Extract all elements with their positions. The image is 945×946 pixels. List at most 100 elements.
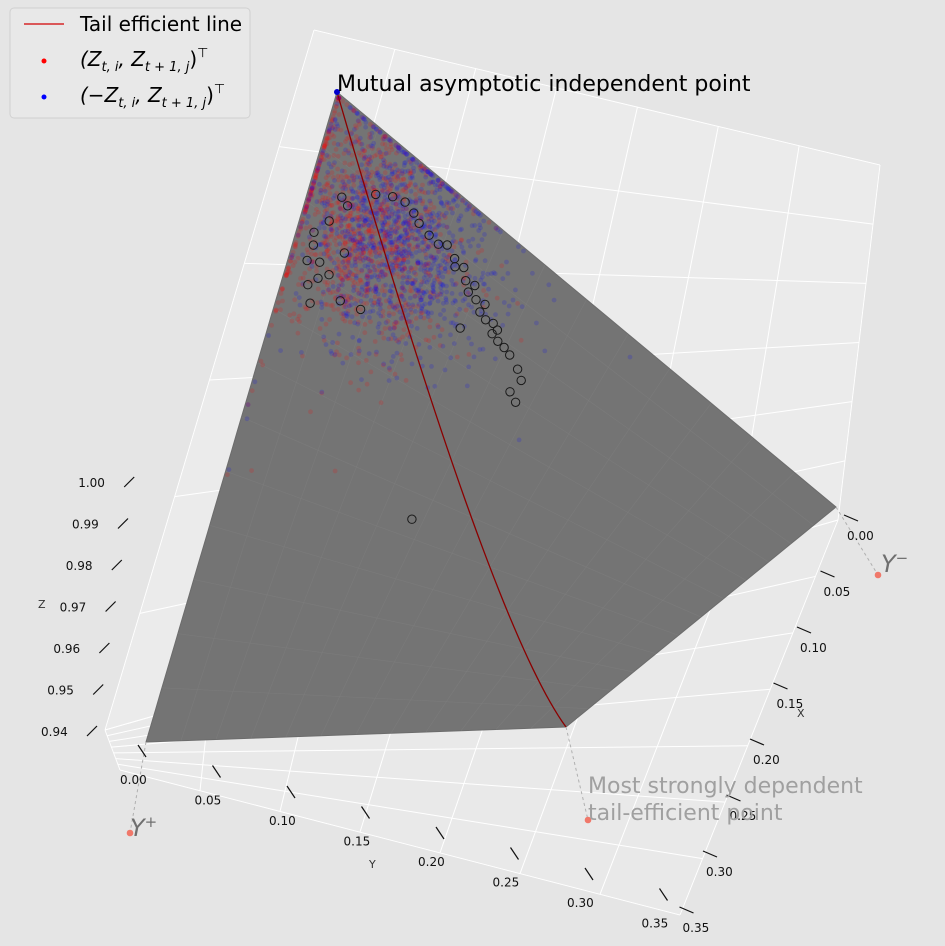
scatter-point: [367, 268, 373, 274]
z-tick: [98, 642, 110, 654]
scatter-point: [343, 186, 348, 192]
scatter-point: [364, 169, 369, 175]
scatter-point: [388, 144, 394, 150]
scatter-point: [399, 266, 405, 272]
scatter-point: [346, 202, 352, 207]
scatter-point: [390, 303, 395, 308]
scatter-point: [330, 126, 335, 132]
scatter-point: [442, 259, 448, 265]
scatter-point: [437, 279, 442, 285]
scatter-point: [466, 364, 472, 370]
scatter-point: [360, 189, 366, 195]
scatter-point: [400, 284, 406, 290]
scatter-point: [439, 327, 445, 333]
scatter-point: [420, 182, 425, 188]
scatter-point: [389, 177, 394, 183]
scatter-point: [348, 248, 354, 253]
x-tick: [796, 626, 812, 634]
scatter-point: [438, 281, 443, 286]
scatter-point: [318, 155, 324, 161]
scatter-point: [363, 218, 369, 224]
scatter-point: [323, 140, 328, 146]
scatter-point: [396, 168, 402, 174]
scatter-point: [344, 314, 350, 319]
scatter-point: [343, 274, 349, 279]
scatter-point: [389, 250, 395, 256]
scatter-point: [504, 259, 509, 265]
scatter-point: [273, 308, 279, 313]
scatter-point: [373, 284, 379, 290]
x-tick-label: 0.35: [683, 921, 710, 935]
x-tick-label: 0.15: [777, 697, 804, 711]
scatter-point: [356, 351, 362, 356]
scatter-point: [389, 183, 395, 188]
scatter-point: [354, 305, 360, 311]
scatter-point: [410, 281, 416, 287]
scatter-point: [384, 233, 390, 239]
surface-meshline: [530, 472, 795, 729]
scatter-point: [280, 298, 285, 304]
scatter-point: [377, 175, 382, 181]
scatter-point: [423, 167, 428, 173]
scatter-point: [358, 298, 364, 304]
scatter-point: [444, 283, 449, 289]
scatter-point: [450, 300, 456, 306]
scatter-point: [368, 239, 373, 245]
scatter-point: [434, 255, 439, 260]
scatter-point: [302, 209, 308, 215]
scatter-point: [378, 162, 384, 168]
scatter-point: [415, 228, 421, 234]
scatter-point: [322, 142, 328, 148]
scatter-point: [412, 279, 418, 285]
scatter-point: [352, 126, 357, 132]
scatter-point: [420, 201, 425, 207]
scatter-point: [395, 257, 401, 263]
scatter-point: [395, 191, 401, 197]
circled-point: [475, 307, 485, 317]
z-tick: [92, 684, 104, 695]
scatter-point: [451, 244, 457, 250]
scatter-point: [384, 146, 389, 152]
scatter-point: [358, 277, 363, 283]
scatter-point: [379, 262, 385, 267]
scatter-point: [225, 472, 230, 478]
scatter-point: [345, 311, 351, 317]
scatter-point: [409, 280, 415, 286]
scatter-point: [352, 228, 357, 234]
scatter-point: [478, 277, 484, 283]
scatter-point: [518, 337, 524, 343]
scatter-point: [322, 142, 328, 148]
gridline-floor: [119, 769, 681, 916]
scatter-point: [291, 311, 297, 317]
scatter-point: [353, 248, 358, 254]
scatter-point: [324, 153, 330, 158]
scatter-point: [348, 295, 354, 301]
scatter-point: [335, 249, 341, 255]
scatter-point: [372, 286, 378, 292]
scatter-point: [394, 254, 400, 260]
scatter-point: [374, 126, 379, 132]
scatter-point: [377, 296, 382, 302]
scatter-point: [428, 267, 433, 273]
scatter-point: [340, 242, 346, 248]
scatter-point: [360, 222, 366, 228]
scatter-point: [384, 164, 389, 170]
scatter-point: [385, 318, 391, 324]
scatter-point: [364, 174, 370, 180]
scatter-point: [349, 214, 354, 220]
scatter-point: [384, 232, 390, 238]
circled-point: [335, 296, 345, 306]
scatter-point: [430, 210, 436, 216]
scatter-point: [368, 298, 374, 303]
scatter-point: [402, 308, 408, 313]
scatter-point: [479, 248, 485, 253]
strong-point-label-line1: Most strongly dependent: [588, 774, 863, 799]
scatter-point: [375, 302, 381, 307]
circled-point: [324, 216, 334, 226]
scatter-point: [368, 223, 374, 229]
scatter-point: [403, 248, 408, 254]
scatter-point: [350, 283, 356, 288]
scatter-point: [392, 258, 398, 264]
scatter-point: [423, 337, 429, 343]
z-axis-label: Z: [38, 598, 46, 611]
